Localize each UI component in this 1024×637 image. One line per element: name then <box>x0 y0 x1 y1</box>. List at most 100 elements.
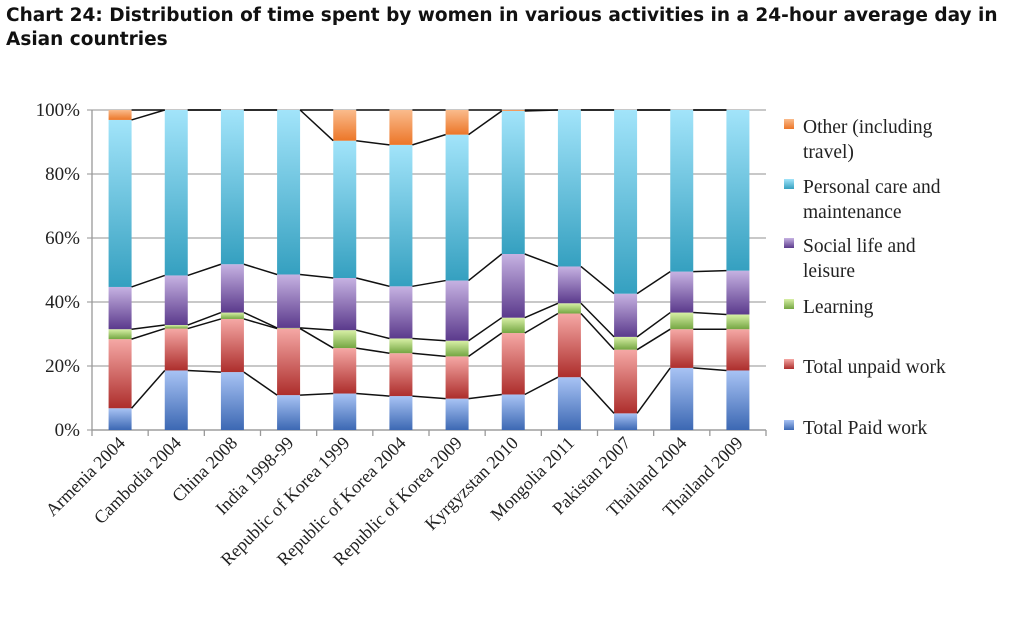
bar-segment-3 <box>277 274 301 328</box>
bar-segment-3 <box>333 278 357 331</box>
bar-segment-3 <box>614 293 638 337</box>
series-line <box>187 263 222 277</box>
series-line <box>131 274 165 288</box>
y-tick-label: 0% <box>55 420 81 441</box>
series-line <box>243 263 278 276</box>
series-line <box>693 269 727 273</box>
bar-segment-1 <box>389 353 413 397</box>
series-line <box>468 332 503 358</box>
bar-segment-0 <box>389 396 413 430</box>
series-line <box>580 302 615 338</box>
bar-segment-4 <box>108 119 132 287</box>
bar-segment-4 <box>220 110 244 265</box>
bar-segment-1 <box>726 329 750 371</box>
legend-marker <box>784 179 794 189</box>
legend-marker <box>784 238 794 248</box>
bar-segment-2 <box>557 303 581 314</box>
series-line <box>468 317 503 342</box>
bar-segment-4 <box>557 110 581 267</box>
series-line <box>468 393 502 400</box>
series-line <box>356 139 390 146</box>
y-tick-label: 60% <box>45 228 80 249</box>
legend-label: leisure <box>803 261 855 282</box>
bar-segment-2 <box>108 329 132 340</box>
series-line <box>580 313 615 351</box>
bar-segment-0 <box>333 393 357 430</box>
bar-segment-1 <box>108 339 132 409</box>
bar-segment-1 <box>220 318 244 373</box>
series-line <box>187 311 222 326</box>
series-line <box>299 109 334 142</box>
series-line <box>580 376 615 414</box>
bar-segment-0 <box>277 395 301 430</box>
bar-segment-0 <box>164 370 188 430</box>
bar-segment-3 <box>445 280 469 341</box>
legend-label: Personal care and <box>803 177 941 198</box>
bar-segment-5 <box>108 110 132 120</box>
bar-segment-4 <box>726 110 750 271</box>
bar-segment-0 <box>726 370 750 430</box>
bar-segment-0 <box>445 398 469 430</box>
y-tick-label: 100% <box>36 100 81 121</box>
bar-segment-4 <box>333 140 357 278</box>
series-line <box>580 265 615 295</box>
series-line <box>131 327 165 340</box>
bar-segment-5 <box>333 110 357 141</box>
bar-segment-2 <box>164 325 188 329</box>
series-line <box>300 273 334 279</box>
bar-segment-2 <box>501 317 525 334</box>
bar-segment-1 <box>277 328 301 396</box>
series-line <box>468 110 503 136</box>
series-line <box>187 369 221 373</box>
bar-segment-4 <box>614 110 638 294</box>
series-line <box>299 327 334 349</box>
bar-segment-3 <box>726 270 750 315</box>
series-line <box>693 367 727 372</box>
bar-segment-3 <box>108 286 132 330</box>
series-line <box>412 279 446 288</box>
bar-segment-2 <box>220 312 244 319</box>
bar-segment-2 <box>277 327 301 329</box>
series-line <box>356 392 390 397</box>
series-line <box>636 328 671 351</box>
series-line <box>468 253 503 282</box>
series-line <box>412 395 446 400</box>
series-line <box>524 312 559 334</box>
y-tick-label: 40% <box>45 292 80 313</box>
legend-label: Total Paid work <box>803 418 928 439</box>
series-line <box>187 318 222 330</box>
bar-segment-0 <box>220 372 244 430</box>
series-line <box>356 329 390 340</box>
legend-label: Other (including <box>803 117 933 138</box>
series-line <box>243 311 278 329</box>
series-line <box>300 327 334 331</box>
bar-segment-4 <box>670 110 694 272</box>
bar-segment-3 <box>164 275 188 326</box>
series-line <box>636 367 671 414</box>
bar-segment-2 <box>333 330 357 349</box>
bar-segment-4 <box>501 110 525 255</box>
legend-marker <box>784 119 794 129</box>
legend-label: Total unpaid work <box>803 357 946 378</box>
series-line <box>131 369 166 409</box>
series-line <box>243 371 278 396</box>
bar-segment-3 <box>501 254 525 318</box>
y-tick-label: 20% <box>45 356 80 377</box>
bar-segment-1 <box>501 333 525 395</box>
series-line <box>412 352 446 358</box>
series-line <box>300 392 334 396</box>
bar-segment-1 <box>164 328 188 371</box>
series-line <box>356 277 390 288</box>
series-line <box>524 376 559 396</box>
legend-marker <box>784 299 794 309</box>
series-line <box>524 253 559 268</box>
legend-label: Social life and <box>803 236 916 257</box>
chart-title: Chart 24: Distribution of time spent by … <box>6 5 998 50</box>
bar-segment-1 <box>445 356 469 399</box>
bar-segment-2 <box>670 312 694 330</box>
series-line <box>636 311 671 338</box>
bar-segment-5 <box>501 110 525 111</box>
series-line <box>131 109 165 121</box>
bar-segment-0 <box>501 394 525 430</box>
